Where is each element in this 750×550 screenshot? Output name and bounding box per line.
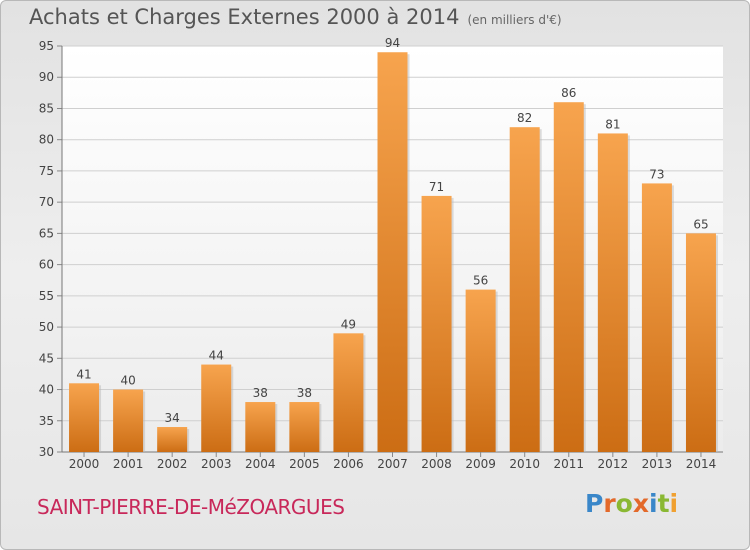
x-tick-label: 2005	[289, 457, 320, 471]
y-tick-label: 60	[39, 258, 54, 272]
bar-value-label: 65	[693, 217, 708, 231]
bar-value-label: 49	[341, 317, 356, 331]
logo-letter: r	[603, 489, 616, 518]
x-tick-label: 2008	[421, 457, 452, 471]
y-tick-label: 55	[39, 289, 54, 303]
y-tick-label: 70	[39, 195, 54, 209]
bar-value-label: 94	[385, 36, 400, 50]
y-tick-label: 35	[39, 414, 54, 428]
x-tick-label: 2000	[69, 457, 100, 471]
bar	[597, 133, 628, 452]
bar-value-label: 56	[473, 274, 488, 288]
bar	[509, 127, 540, 452]
bar	[421, 195, 452, 452]
chart-title: Achats et Charges Externes 2000 à 2014 (e…	[29, 5, 562, 29]
bar-value-label: 82	[517, 111, 532, 125]
y-tick-label: 45	[39, 351, 54, 365]
bar-value-label: 81	[605, 117, 620, 131]
y-tick-label: 50	[39, 320, 54, 334]
bar	[685, 233, 716, 452]
logo-letter: o	[615, 489, 633, 518]
bar-value-label: 38	[297, 386, 312, 400]
x-tick-label: 2013	[642, 457, 673, 471]
y-tick-label: 30	[39, 445, 54, 459]
x-tick-label: 2011	[553, 457, 584, 471]
bar-value-label: 41	[76, 367, 91, 381]
x-tick-label: 2009	[465, 457, 496, 471]
bar	[465, 289, 496, 452]
bar-value-label: 44	[209, 349, 224, 363]
logo-letter: x	[632, 489, 649, 518]
bar	[69, 383, 100, 452]
y-tick-label: 85	[39, 101, 54, 115]
x-tick-label: 2006	[333, 457, 364, 471]
y-tick-label: 80	[39, 133, 54, 147]
bar-value-label: 71	[429, 180, 444, 194]
bar	[157, 427, 188, 452]
x-tick-label: 2002	[157, 457, 188, 471]
x-tick-label: 2001	[113, 457, 144, 471]
y-tick-label: 40	[39, 383, 54, 397]
y-tick-label: 90	[39, 70, 54, 84]
y-tick-label: 65	[39, 226, 54, 240]
x-tick-label: 2004	[245, 457, 276, 471]
bar	[201, 364, 232, 452]
chart-title-text: Achats et Charges Externes 2000 à 2014	[29, 5, 460, 29]
y-tick-label: 95	[39, 39, 54, 53]
town-name: SAINT-PIERRE-DE-MéZOARGUES	[37, 495, 345, 519]
chart-unit: (en milliers d'€)	[467, 13, 562, 27]
x-tick-label: 2003	[201, 457, 232, 471]
bar	[245, 402, 276, 452]
bar	[377, 52, 408, 452]
bar-value-label: 73	[649, 167, 664, 181]
logo-letter: P	[585, 489, 604, 518]
logo-letter: t	[657, 489, 670, 518]
x-tick-label: 2012	[598, 457, 629, 471]
x-tick-label: 2014	[686, 457, 717, 471]
bar	[641, 183, 672, 452]
proxiti-logo: Proxiti	[585, 489, 678, 518]
bar-value-label: 40	[120, 374, 135, 388]
x-tick-label: 2007	[377, 457, 408, 471]
logo-letter: i	[649, 489, 658, 518]
bar	[113, 389, 144, 452]
bar	[289, 402, 320, 452]
bar	[333, 333, 364, 452]
bar-value-label: 86	[561, 86, 576, 100]
bar-value-label: 34	[165, 411, 180, 425]
bar-value-label: 38	[253, 386, 268, 400]
x-tick-label: 2010	[509, 457, 540, 471]
bar	[553, 102, 584, 452]
y-tick-label: 75	[39, 164, 54, 178]
logo-letter: i	[669, 489, 679, 518]
